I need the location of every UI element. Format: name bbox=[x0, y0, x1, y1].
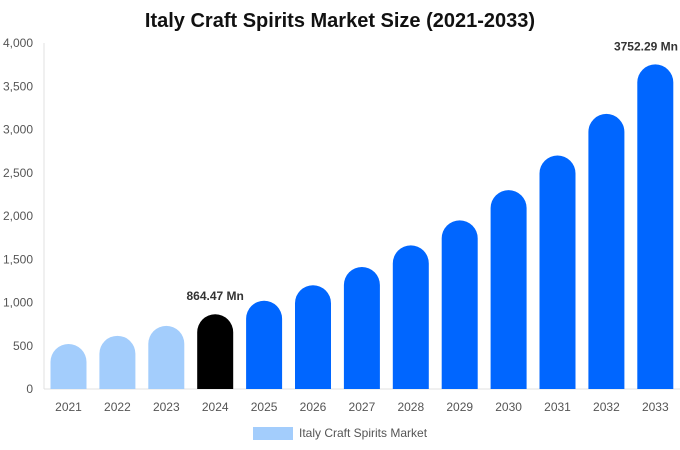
x-tick-label: 2025 bbox=[251, 400, 278, 414]
y-axis-ticks: 0 500 1,000 1,500 2,000 2,500 3,000 3,500 4,000 bbox=[3, 36, 33, 396]
y-tick-label: 2,500 bbox=[3, 166, 33, 180]
x-tick-label: 2021 bbox=[55, 400, 82, 414]
data-label: 3752.29 Mn bbox=[614, 39, 678, 53]
legend[interactable]: Italy Craft Spirits Market bbox=[253, 426, 428, 440]
bar-2025[interactable] bbox=[246, 300, 283, 389]
legend-swatch bbox=[253, 427, 293, 440]
x-axis-ticks: 2021 2022 2023 2024 2025 2026 2027 2028 2029 2030… bbox=[55, 400, 669, 414]
bar-2032[interactable] bbox=[588, 113, 625, 389]
x-tick-label: 2023 bbox=[153, 400, 180, 414]
bar-2023[interactable] bbox=[148, 325, 185, 389]
bars-group bbox=[50, 64, 674, 390]
y-tick-label: 3,500 bbox=[3, 79, 33, 93]
y-tick-label: 3,000 bbox=[3, 123, 33, 137]
chart-title: Italy Craft Spirits Market Size (2021-20… bbox=[145, 10, 535, 32]
x-tick-label: 2024 bbox=[202, 400, 229, 414]
bar-2026[interactable] bbox=[295, 285, 331, 389]
bar-2021[interactable] bbox=[50, 344, 87, 389]
bar-2027[interactable] bbox=[343, 267, 380, 389]
y-tick-label: 1,500 bbox=[3, 252, 33, 266]
x-tick-label: 2022 bbox=[104, 400, 131, 414]
y-tick-label: 2,000 bbox=[3, 209, 33, 223]
x-tick-label: 2026 bbox=[300, 400, 327, 414]
bar-2031[interactable] bbox=[539, 155, 576, 389]
x-tick-label: 2028 bbox=[397, 400, 424, 414]
y-tick-label: 0 bbox=[26, 382, 33, 396]
bar-2029[interactable] bbox=[441, 220, 478, 389]
x-tick-label: 2032 bbox=[593, 400, 620, 414]
x-tick-label: 2029 bbox=[446, 400, 473, 414]
bar-2028[interactable] bbox=[392, 245, 429, 389]
data-label: 864.47 Mn bbox=[187, 289, 244, 303]
y-tick-label: 500 bbox=[13, 339, 33, 353]
bar-2024[interactable] bbox=[197, 314, 234, 389]
x-tick-label: 2033 bbox=[642, 400, 669, 414]
bar-2030[interactable] bbox=[490, 190, 527, 389]
bar-2022[interactable] bbox=[99, 335, 136, 389]
bar-2033[interactable] bbox=[637, 64, 674, 390]
x-tick-label: 2030 bbox=[495, 400, 522, 414]
x-tick-label: 2031 bbox=[544, 400, 571, 414]
data-labels-group: 864.47 Mn 3752.29 Mn bbox=[187, 39, 678, 303]
legend-label: Italy Craft Spirits Market bbox=[299, 426, 428, 440]
y-tick-label: 1,000 bbox=[3, 296, 33, 310]
y-tick-label: 4,000 bbox=[3, 36, 33, 50]
x-tick-label: 2027 bbox=[349, 400, 376, 414]
